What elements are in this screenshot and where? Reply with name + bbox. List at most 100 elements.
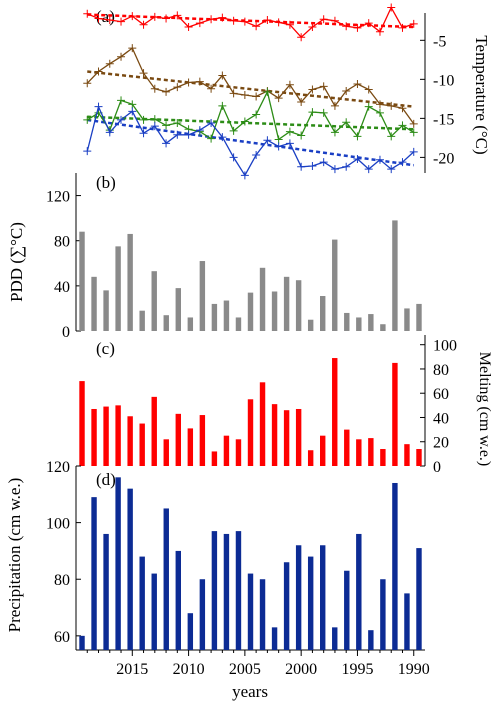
pdd-bar — [295, 280, 302, 331]
pdd-bar — [223, 300, 230, 331]
series-marker — [229, 89, 238, 98]
series-marker — [83, 9, 92, 18]
pdd-bars — [79, 220, 422, 331]
series-marker — [184, 130, 193, 139]
series-marker — [387, 165, 396, 174]
series-line-0 — [87, 6, 414, 39]
melting-bar — [368, 438, 374, 466]
temperature-trend-lines — [87, 13, 414, 167]
pdd-bar — [115, 246, 121, 331]
series-marker — [117, 115, 126, 124]
series-marker — [342, 22, 351, 31]
precipitation-bar — [223, 533, 230, 650]
pdd-bar — [416, 303, 422, 331]
pdd-bar — [307, 319, 314, 331]
temperature-tick-label-3: -20 — [433, 150, 454, 167]
precipitation-bar — [199, 579, 206, 650]
series-marker — [162, 139, 171, 148]
pdd-bar — [235, 317, 242, 331]
series-marker — [387, 3, 396, 12]
series-marker — [240, 117, 249, 126]
series-marker — [229, 153, 238, 162]
melting-bar — [404, 444, 410, 466]
series-marker — [229, 16, 238, 25]
series-marker — [162, 14, 171, 23]
series-marker — [297, 131, 306, 140]
series-marker — [173, 130, 182, 139]
precipitation-bar — [404, 593, 410, 650]
precipitation-bar — [103, 533, 109, 650]
series-marker — [274, 94, 283, 103]
melting-bar — [103, 406, 109, 466]
precipitation-bar — [175, 550, 182, 650]
series-marker — [240, 17, 249, 26]
series-marker — [162, 121, 171, 130]
precipitation-bar — [259, 579, 266, 650]
year-tick-label-0: 2015 — [116, 661, 148, 678]
series-marker — [139, 129, 148, 138]
melting-bar — [187, 428, 194, 466]
series-marker — [218, 71, 227, 80]
series-marker — [297, 33, 306, 42]
series-marker — [184, 23, 193, 32]
pdd-bar — [404, 308, 410, 331]
precipitation-bar — [127, 488, 133, 650]
precipitation-bar — [332, 627, 338, 650]
series-marker — [297, 162, 306, 171]
pdd-bar — [187, 317, 194, 331]
pdd-ticks: 0 40 80 120 — [46, 189, 81, 341]
series-marker — [218, 101, 227, 110]
precipitation-bar — [115, 477, 121, 650]
series-marker — [409, 19, 418, 28]
series-marker — [375, 108, 384, 117]
melting-tick-label-4: 80 — [433, 362, 449, 379]
melting-bar — [163, 439, 169, 466]
series-marker — [364, 102, 373, 111]
pdd-bar — [247, 292, 254, 331]
trend-line-1 — [87, 70, 414, 108]
precipitation-bar — [271, 627, 278, 650]
series-marker — [94, 67, 103, 76]
series-marker — [117, 17, 126, 26]
series-marker — [229, 126, 238, 135]
year-tick-label-3: 2000 — [285, 661, 317, 678]
series-marker — [308, 85, 317, 94]
series-marker — [195, 19, 204, 28]
melting-bar — [139, 423, 145, 466]
series-marker — [139, 20, 148, 29]
melting-bar — [271, 404, 278, 466]
series-marker — [364, 85, 373, 94]
melting-tick-label-3: 60 — [433, 386, 449, 403]
year-tick-label-4: 1995 — [341, 661, 373, 678]
precipitation-tick-label-0: 60 — [54, 629, 70, 646]
series-marker — [139, 69, 148, 78]
pdd-bar — [211, 303, 218, 331]
series-marker — [128, 44, 137, 53]
precipitation-bar — [380, 579, 386, 650]
temperature-tick-label-1: -10 — [433, 72, 454, 89]
series-marker — [150, 12, 159, 21]
precipitation-ticks: 60 80 100 120 — [46, 459, 81, 646]
pdd-bar — [332, 239, 338, 331]
panel-d-label: (d) — [96, 470, 116, 489]
series-marker — [105, 16, 114, 25]
series-marker — [387, 101, 396, 110]
melting-bar — [259, 382, 266, 466]
pdd-bar — [392, 220, 398, 331]
pdd-tick-label-1: 40 — [54, 279, 70, 296]
precipitation-bar — [187, 613, 194, 650]
series-marker — [139, 115, 148, 124]
temperature-series — [83, 3, 418, 180]
temperature-tick-label-0: -5 — [433, 33, 446, 50]
pdd-bar — [271, 291, 278, 331]
melting-bar — [344, 429, 350, 466]
series-marker — [319, 82, 328, 91]
series-marker — [353, 80, 362, 89]
melting-bar — [175, 413, 182, 466]
precipitation-bar — [416, 548, 422, 650]
series-marker — [308, 161, 317, 170]
series-marker — [353, 132, 362, 141]
series-marker — [83, 115, 92, 124]
